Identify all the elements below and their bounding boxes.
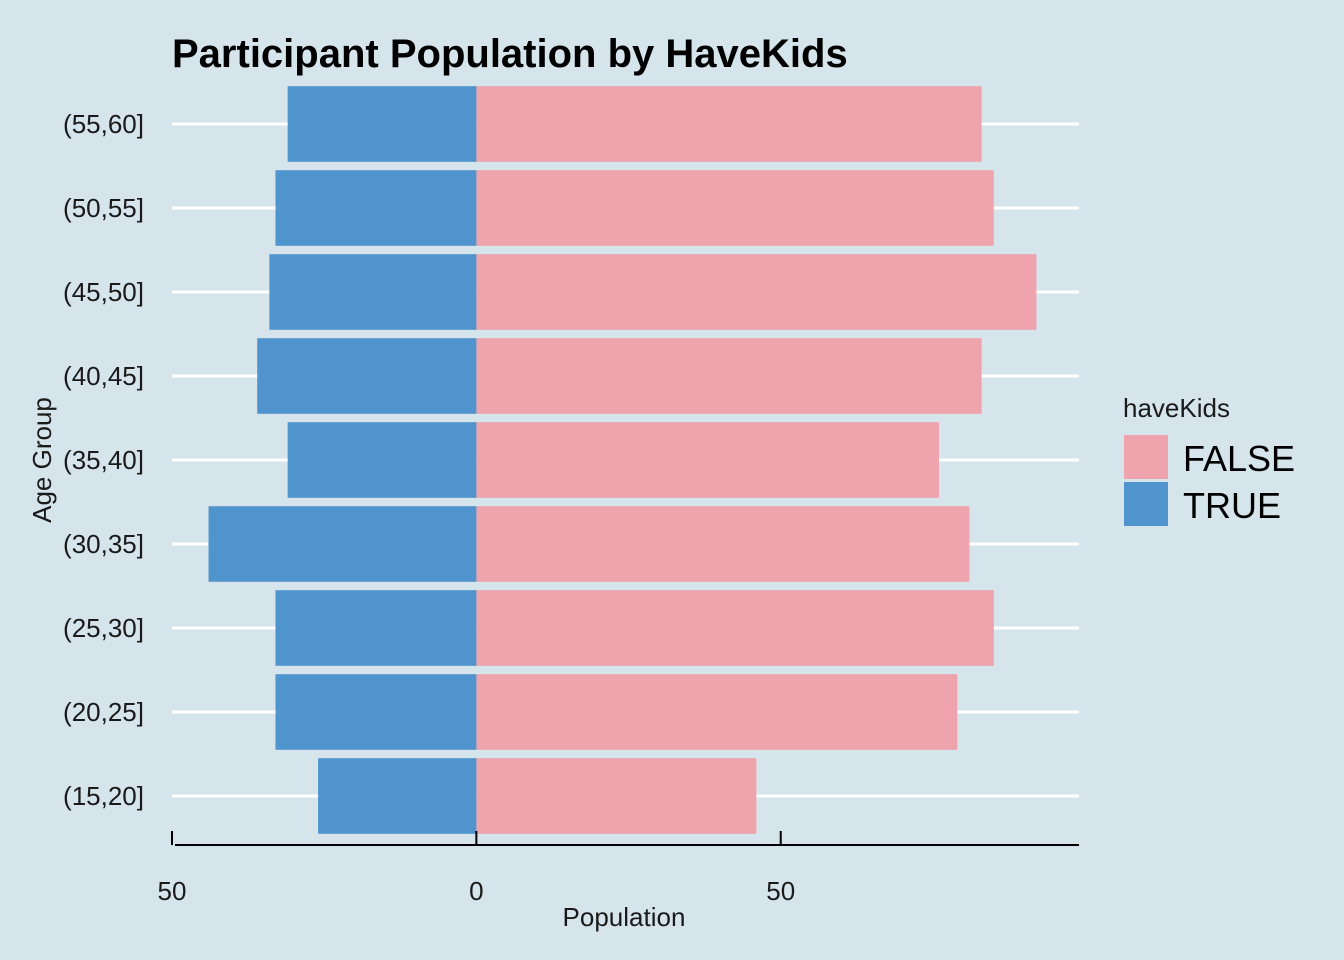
y-tick-label: (55,60] <box>63 109 144 139</box>
bar-false <box>476 422 939 498</box>
x-axis: 50 0 50 <box>158 831 1079 906</box>
y-tick-label: (40,45] <box>63 361 144 391</box>
bar-false <box>476 758 757 834</box>
x-tick-label: 50 <box>766 876 795 906</box>
bar-true <box>287 86 477 162</box>
bar-true <box>269 254 477 330</box>
bar-true <box>275 590 477 666</box>
bar-true <box>287 422 477 498</box>
y-tick-label: (15,20] <box>63 781 144 811</box>
bar-false <box>476 86 982 162</box>
x-axis-title: Population <box>563 902 686 932</box>
x-tick-label: 0 <box>469 876 483 906</box>
y-axis-ticks: (15,20] (20,25] (25,30] (30,35] (35,40] (40,4… <box>63 109 144 811</box>
bar-false <box>476 590 994 666</box>
y-tick-label: (20,25] <box>63 697 144 727</box>
bar-false <box>476 170 994 246</box>
bar-false <box>476 674 958 750</box>
y-axis-title: Age Group <box>27 397 57 523</box>
chart-title: Participant Population by HaveKids <box>172 32 848 76</box>
y-tick-label: (45,50] <box>63 277 144 307</box>
bar-true <box>318 758 477 834</box>
y-tick-label: (35,40] <box>63 445 144 475</box>
bar-true <box>275 170 477 246</box>
x-tick-label: 50 <box>158 876 187 906</box>
legend: haveKids FALSE TRUE <box>1123 393 1295 526</box>
y-tick-label: (30,35] <box>63 529 144 559</box>
bar-true <box>257 338 477 414</box>
bar-true <box>208 506 477 582</box>
legend-title: haveKids <box>1123 393 1230 423</box>
legend-swatch-false <box>1124 435 1168 479</box>
legend-label-true: TRUE <box>1183 485 1281 526</box>
bar-false <box>476 338 982 414</box>
bar-true <box>275 674 477 750</box>
y-tick-label: (25,30] <box>63 613 144 643</box>
legend-swatch-true <box>1124 482 1168 526</box>
bar-false <box>476 254 1037 330</box>
legend-label-false: FALSE <box>1183 438 1295 479</box>
y-tick-label: (50,55] <box>63 193 144 223</box>
bars <box>208 86 1037 834</box>
bar-false <box>476 506 970 582</box>
